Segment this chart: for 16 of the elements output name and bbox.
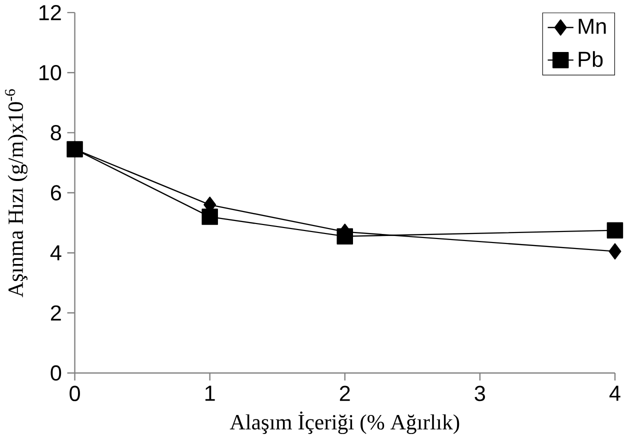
y-tick-label: 2 — [50, 305, 61, 320]
y-tick-label: 12 — [39, 5, 61, 20]
y-tick-label: 6 — [51, 185, 61, 200]
y-tick-label: 10 — [39, 64, 62, 80]
y-tick-label: 4 — [50, 245, 62, 260]
y-tick-label: 0 — [50, 365, 62, 381]
x-tick-label: 2 — [340, 386, 350, 401]
y-axis-title: Aşınma Hızı (g/m)x10$^{-6}$ — [5, 89, 28, 298]
legend-label: Mn — [578, 18, 606, 34]
y-tick-label: 8 — [50, 125, 62, 140]
x-tick-label: 1 — [205, 386, 215, 401]
x-axis-title: Alaşım İçeriği (% Ağırlık) — [230, 411, 460, 434]
legend-label: Pb — [578, 51, 603, 68]
x-tick-label: 3 — [474, 386, 485, 402]
x-tick-label: 4 — [609, 386, 620, 401]
x-tick-label: 0 — [70, 386, 80, 402]
